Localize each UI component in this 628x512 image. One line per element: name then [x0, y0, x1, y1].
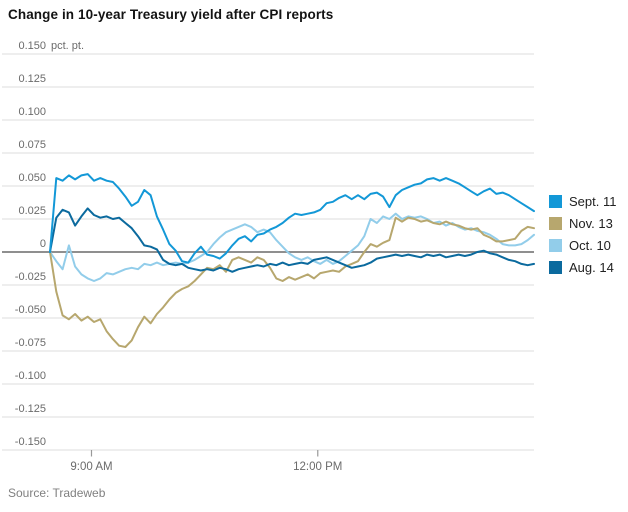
legend-swatch-icon: [549, 238, 562, 252]
legend-label: Sept. 11: [569, 193, 617, 209]
legend-item: Aug. 14: [549, 256, 616, 278]
series-line-aug-14: [49, 207, 535, 273]
legend-swatch-icon: [549, 260, 562, 274]
x-axis-tick-label: 12:00 PM: [293, 461, 342, 473]
y-axis-tick-label: 0.075: [18, 139, 46, 151]
legend-item: Nov. 13: [549, 212, 616, 234]
y-axis-unit-label: pct. pt.: [51, 40, 84, 52]
legend-item: Sept. 11: [549, 190, 616, 212]
legend-label: Aug. 14: [569, 259, 614, 275]
chart-legend: Sept. 11 Nov. 13 Oct. 10 Aug. 14: [549, 190, 616, 278]
y-axis-tick-label: 0.150: [18, 40, 46, 52]
y-axis-tick-label: -0.125: [15, 403, 46, 415]
y-axis-tick-label: 0.050: [18, 172, 46, 184]
legend-label: Nov. 13: [569, 215, 613, 231]
series-line-sept-11: [49, 173, 535, 264]
y-axis-tick-label: -0.100: [15, 370, 46, 382]
series-line-oct-10: [49, 212, 535, 282]
y-axis-tick-label: 0.125: [18, 73, 46, 85]
source-note: Source: Tradeweb: [8, 486, 106, 500]
y-axis-tick-label: 0: [40, 238, 46, 250]
legend-item: Oct. 10: [549, 234, 616, 256]
x-axis-tick-label: 9:00 AM: [70, 461, 112, 473]
chart-title: Change in 10-year Treasury yield after C…: [8, 7, 334, 22]
y-axis-tick-label: -0.075: [15, 337, 46, 349]
legend-swatch-icon: [549, 216, 562, 230]
legend-label: Oct. 10: [569, 237, 611, 253]
y-axis-tick-label: 0.100: [18, 106, 46, 118]
y-axis-tick-label: -0.150: [15, 436, 46, 448]
legend-swatch-icon: [549, 194, 562, 208]
y-axis-tick-label: -0.050: [15, 304, 46, 316]
y-axis-tick-label: -0.025: [15, 271, 46, 283]
series-line-nov-13: [49, 216, 535, 348]
y-axis-tick-label: 0.025: [18, 205, 46, 217]
